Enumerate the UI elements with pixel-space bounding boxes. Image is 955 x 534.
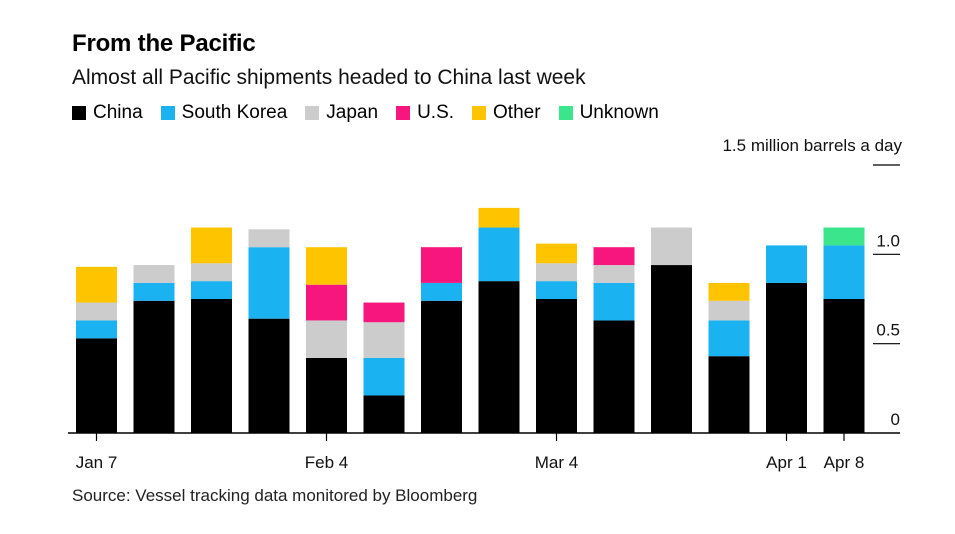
bar-segment-china — [766, 282, 807, 433]
bar-segment-japan — [76, 302, 117, 321]
bar-segment-china — [306, 357, 347, 433]
x-tick-label: Apr 1 — [766, 453, 807, 472]
legend-swatch — [396, 106, 411, 120]
bar-segment-south-korea — [191, 281, 232, 299]
chart-title: From the Pacific — [72, 30, 256, 57]
legend-item-china: China — [72, 102, 143, 124]
bar-segment-south-korea — [76, 320, 117, 339]
legend-item-other: Other — [472, 102, 541, 124]
legend-swatch — [160, 106, 175, 120]
x-tick-label: Feb 4 — [305, 453, 348, 472]
legend-swatch — [472, 106, 487, 120]
bar-segment-china — [421, 300, 462, 433]
x-tick-label: Apr 8 — [824, 453, 865, 472]
x-tick-label: Mar 4 — [535, 453, 578, 472]
bar-segment-south-korea — [766, 245, 807, 283]
bar-segment-china — [708, 356, 750, 433]
legend-item-unknown: Unknown — [558, 102, 659, 124]
bar-segment-south-korea — [478, 227, 520, 282]
bar-segment-japan — [306, 320, 347, 358]
legend-label: Japan — [326, 102, 379, 123]
bar-segment-south-korea — [593, 282, 635, 321]
bar-segment-u-s — [421, 247, 462, 283]
bar-segment-u-s — [363, 302, 405, 323]
bar-segment-other — [708, 282, 750, 301]
y-tick-label: 1.0 — [876, 231, 900, 250]
bar-segment-other — [76, 266, 117, 303]
bar-segment-japan — [536, 263, 577, 282]
bar-segment-other — [536, 243, 577, 264]
y-unit-label: 1.5 million barrels a day — [722, 136, 902, 155]
legend-swatch — [558, 106, 573, 120]
bar-segment-south-korea — [536, 281, 577, 299]
bar-segment-south-korea — [421, 282, 462, 301]
legend-label: South Korea — [181, 102, 288, 123]
bar-segment-china — [593, 320, 635, 433]
bar-segment-japan — [363, 322, 405, 358]
bar-segment-south-korea — [708, 320, 750, 357]
x-tick-label: Jan 7 — [76, 453, 118, 472]
legend-label: Other — [493, 102, 541, 123]
bar-segment-china — [363, 395, 405, 433]
bar-segment-china — [536, 299, 577, 433]
legend-swatch — [305, 106, 320, 120]
bar-segment-china — [651, 265, 692, 433]
bar-segment-south-korea — [133, 282, 175, 301]
bar-segment-south-korea — [248, 247, 290, 319]
bar-segment-other — [478, 207, 520, 228]
bar-segment-japan — [651, 227, 692, 266]
bar-segment-south-korea — [363, 357, 405, 396]
legend-label: China — [93, 102, 143, 123]
bar-segment-other — [306, 247, 347, 285]
legend-item-japan: Japan — [305, 102, 378, 124]
bar-segment-china — [191, 299, 232, 433]
legend-swatch — [72, 106, 86, 120]
legend-label: Unknown — [579, 102, 659, 123]
bar-segment-japan — [593, 265, 635, 283]
bar-segment-u-s — [593, 247, 635, 266]
source-note: Source: Vessel tracking data monitored b… — [72, 486, 478, 505]
bar-segment-japan — [191, 263, 232, 282]
y-tick-label: 0.5 — [876, 321, 900, 340]
legend-item-u-s: U.S. — [396, 102, 454, 124]
bar-segment-u-s — [306, 284, 347, 321]
bar-segment-china — [478, 281, 520, 433]
bar-segment-japan — [708, 300, 750, 321]
legend-item-south-korea: South Korea — [160, 102, 288, 124]
chart-subtitle: Almost all Pacific shipments headed to C… — [72, 66, 586, 89]
bar-segment-china — [133, 300, 175, 433]
legend: China South Korea Japan U.S. Other Unknown — [72, 102, 677, 124]
bar-segment-other — [191, 227, 232, 264]
bar-segment-unknown — [823, 227, 865, 246]
bar-segment-china — [823, 299, 865, 433]
bar-segment-south-korea — [823, 245, 865, 299]
bar-segment-japan — [248, 229, 290, 248]
bar-segment-china — [248, 318, 290, 433]
bar-segment-china — [76, 338, 117, 433]
y-tick-label: 0 — [891, 410, 900, 429]
bar-segment-japan — [133, 265, 175, 283]
legend-label: U.S. — [417, 102, 455, 123]
